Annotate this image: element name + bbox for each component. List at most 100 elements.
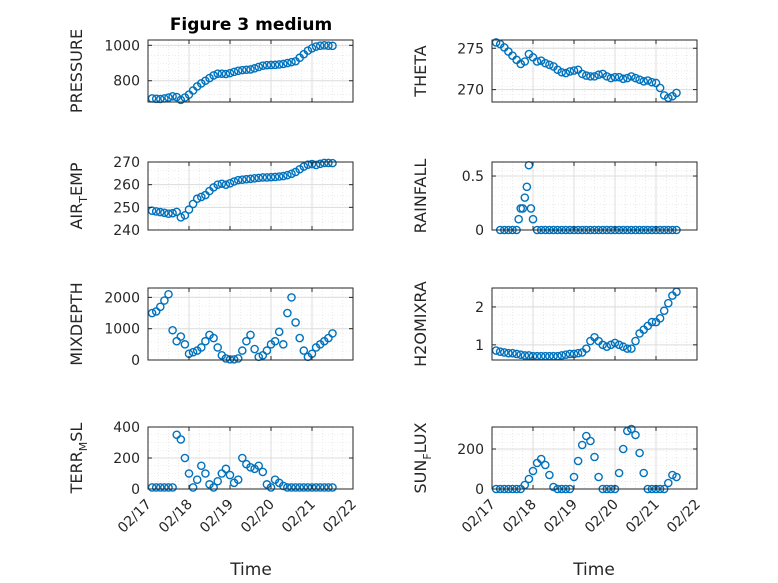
data-point <box>246 462 255 472</box>
y-tick-label: 0 <box>475 482 484 498</box>
data-point <box>233 175 243 185</box>
data-point <box>164 289 173 299</box>
data-point <box>639 77 649 86</box>
data-point <box>201 336 210 346</box>
data-point <box>614 72 624 82</box>
y-tick-label: 0 <box>131 353 140 369</box>
data-point <box>545 470 554 480</box>
data-point <box>287 169 296 179</box>
data-point <box>209 483 218 492</box>
axes-box <box>491 161 698 231</box>
x-tick-label: 02/20 <box>238 497 278 537</box>
data-point <box>180 340 190 349</box>
data-point <box>631 73 640 83</box>
data-point <box>250 344 259 354</box>
y-axis-label-part: EMP <box>67 162 86 196</box>
data-point <box>319 41 329 50</box>
data-point <box>246 330 255 340</box>
data-point <box>606 340 616 350</box>
data-point <box>184 469 194 478</box>
data-point <box>176 95 186 105</box>
data-point <box>242 65 251 75</box>
y-axis-label: TERRMSL <box>67 423 90 495</box>
data-point <box>254 173 264 183</box>
data-point <box>266 483 276 492</box>
data-point <box>278 171 288 181</box>
y-axis-label: H2OMIXRA <box>411 281 430 367</box>
data-point <box>213 69 222 78</box>
data-point <box>627 344 636 353</box>
y-axis-label-part: AIR <box>67 203 86 230</box>
y-tick-label: 400 <box>113 420 140 436</box>
data-point <box>233 475 243 485</box>
data-point <box>561 68 571 78</box>
y-tick-label: 1000 <box>104 38 140 54</box>
data-point <box>328 158 337 168</box>
data-point <box>196 461 206 471</box>
x-tick-label: 02/18 <box>500 497 540 537</box>
x-tick-label: 02/18 <box>156 497 196 537</box>
y-axis-label-part: SL <box>67 423 86 442</box>
data-point <box>524 351 534 360</box>
y-axis-label: SUNFLUX <box>411 422 434 493</box>
data-point <box>532 57 542 66</box>
data-point <box>254 461 264 471</box>
data-point <box>602 342 612 352</box>
data-point <box>549 482 558 492</box>
y-tick-label: 275 <box>457 41 484 57</box>
data-point <box>573 348 583 358</box>
data-point <box>176 435 186 444</box>
data-point <box>528 466 538 476</box>
data-point <box>192 475 202 485</box>
data-point <box>614 340 624 350</box>
x-tick-label: 02/21 <box>623 497 663 537</box>
data-point <box>315 41 325 50</box>
figure-title: Figure 3 medium <box>170 15 332 35</box>
y-axis-label: RAINFALL <box>411 159 430 234</box>
data-point <box>651 78 661 88</box>
data-point <box>557 351 567 360</box>
data-point <box>582 431 591 441</box>
data-point <box>324 158 333 168</box>
data-point <box>623 73 632 83</box>
data-point <box>168 92 177 101</box>
data-point <box>618 342 628 352</box>
data-point <box>164 209 173 218</box>
data-point <box>639 468 649 478</box>
data-point <box>324 41 333 50</box>
data-point <box>217 469 227 478</box>
data-point <box>586 436 595 446</box>
data-point <box>536 454 546 464</box>
y-tick-label: 1000 <box>104 322 140 338</box>
y-tick-label: 0 <box>475 223 484 239</box>
data-point <box>299 162 309 171</box>
axes-box <box>491 426 698 490</box>
y-tick-label: 2 <box>475 300 484 316</box>
data-point <box>172 430 181 440</box>
data-point <box>270 172 280 182</box>
data-point <box>643 76 653 85</box>
data-point <box>590 452 599 462</box>
data-point <box>668 470 677 480</box>
y-tick-label: 0 <box>131 482 140 498</box>
data-point <box>631 336 640 346</box>
subplot-rainfall: 0 0.5 RAINFALL <box>411 159 698 239</box>
data-point <box>196 192 206 202</box>
data-point <box>262 173 272 182</box>
data-point <box>258 173 268 182</box>
subplot-mixdepth: 0 1000 2000 MIXDEPTH <box>67 282 354 369</box>
y-tick-label: 2000 <box>104 290 140 306</box>
data-point <box>623 344 632 353</box>
axes-box <box>491 287 698 361</box>
subplot-sun-flux: 0 200 02/17 02/18 02/19 02/20 02/21 02/22 SUNFLU… <box>411 422 704 536</box>
y-tick-label: 0.5 <box>462 169 484 185</box>
data-point <box>233 66 243 76</box>
x-tick-label: 02/19 <box>541 497 581 537</box>
data-point <box>328 41 337 51</box>
data-point <box>631 430 640 440</box>
data-point <box>504 47 513 56</box>
data-point <box>614 468 624 478</box>
data-point <box>618 74 628 84</box>
data-point <box>295 333 305 343</box>
